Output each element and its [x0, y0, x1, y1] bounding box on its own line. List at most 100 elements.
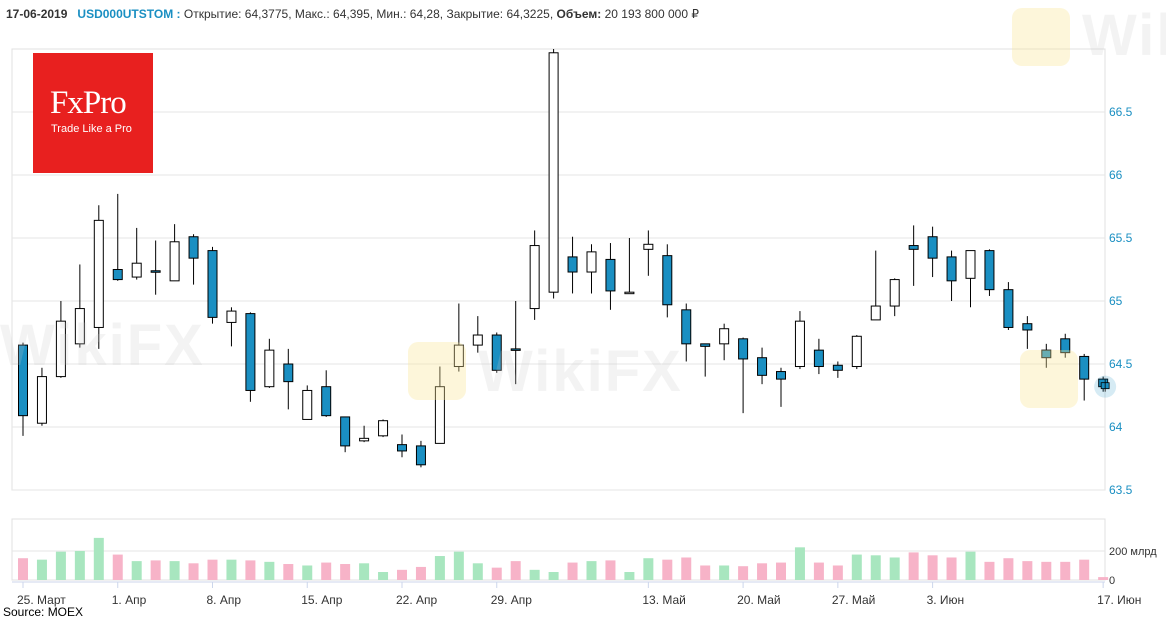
- candle: [491, 332, 502, 373]
- candle: [18, 342, 28, 436]
- candle: [643, 230, 654, 276]
- candle-body: [643, 243, 654, 250]
- candle-body: [1003, 289, 1014, 328]
- volume-bar: [245, 560, 256, 580]
- volume-bar: [643, 558, 654, 580]
- volume-bar: [1098, 577, 1109, 580]
- candle: [662, 244, 673, 318]
- candle: [1079, 353, 1090, 401]
- candle-body: [851, 335, 862, 368]
- volume-bar: [984, 561, 995, 580]
- candle: [851, 335, 862, 370]
- candle-body: [112, 269, 123, 281]
- watermark-text: WikiFX: [1082, 3, 1166, 68]
- price-tick-label: 64.5: [1109, 357, 1133, 371]
- candle: [340, 416, 351, 453]
- date-tick-label: 3. Июн: [927, 593, 965, 607]
- candle: [226, 307, 237, 347]
- candle-body: [567, 256, 578, 273]
- volume-bar: [757, 563, 768, 580]
- date-tick-label: 1. Апр: [112, 593, 147, 607]
- candle: [434, 366, 445, 444]
- date-tick-label: 22. Апр: [396, 593, 438, 607]
- volume-bar: [226, 559, 237, 580]
- candle-body: [813, 349, 824, 368]
- volume-bar: [1079, 559, 1090, 580]
- volume-bar: [1041, 561, 1052, 580]
- candle-body: [340, 416, 351, 447]
- candle: [738, 337, 749, 414]
- candle-body: [453, 344, 464, 368]
- candle-body: [794, 320, 805, 368]
- volume-bar: [378, 572, 389, 580]
- volume-bar: [93, 537, 104, 580]
- volume-bar: [397, 569, 407, 580]
- candle-body: [1022, 323, 1033, 331]
- candle: [74, 264, 85, 348]
- candle: [453, 303, 464, 372]
- candle-body: [378, 420, 389, 437]
- candle-body: [207, 250, 218, 318]
- candle: [605, 243, 616, 310]
- header-ticker[interactable]: USD000UTSTOM :: [77, 7, 181, 21]
- price-tick-label: 64: [1109, 420, 1123, 434]
- candle: [302, 385, 313, 420]
- date-tick-label: 29. Апр: [491, 593, 533, 607]
- date-axis: 25. Март 1. Апр 8. Апр 15. Апр 22. Апр 29. Ап…: [17, 582, 1141, 607]
- chart-header: 17-06-2019 USD000UTSTOM : Открытие: 64,3…: [6, 7, 699, 21]
- watermark-text: WikiFX: [0, 313, 205, 378]
- volume-bar: [36, 559, 47, 580]
- candle-body: [472, 334, 483, 346]
- volume-bar: [188, 563, 199, 580]
- candle-body: [965, 250, 976, 279]
- candle-body: [150, 270, 161, 273]
- candle-body: [529, 245, 540, 310]
- candle-body: [74, 308, 85, 345]
- volume-bar: [965, 551, 976, 580]
- price-tick-label: 66: [1109, 168, 1123, 182]
- candle-body: [1041, 349, 1052, 359]
- volume-bar: [529, 569, 540, 580]
- header-ohlc: Открытие: 64,3775, Макс.: 64,395, Мин.: …: [183, 7, 554, 21]
- volume-bar: [453, 551, 464, 580]
- candle: [813, 338, 824, 375]
- volume-bar: [624, 572, 635, 580]
- candle-body: [1079, 355, 1090, 380]
- price-tick-label: 65: [1109, 294, 1123, 308]
- candle: [510, 301, 521, 385]
- candle: [378, 419, 389, 438]
- volume-bar: [207, 559, 218, 580]
- volume-bar: [510, 561, 521, 580]
- volume-bar: [18, 558, 28, 580]
- volume-bar: [283, 564, 294, 580]
- watermark-badge: [1020, 350, 1078, 408]
- volume-axis: 0 200 млрд: [1109, 546, 1157, 587]
- candle: [472, 316, 483, 353]
- candle: [529, 230, 540, 320]
- logo-tagline: Trade Like a Pro: [51, 123, 132, 135]
- candle: [415, 440, 426, 468]
- candle-body: [302, 389, 313, 420]
- volume-bar: [870, 555, 881, 580]
- candle-body: [321, 386, 332, 417]
- volume-bar: [150, 560, 161, 580]
- candle: [55, 301, 66, 378]
- candle: [908, 225, 919, 286]
- candle: [1003, 282, 1014, 330]
- volume-bar: [813, 562, 824, 580]
- volume-bar: [74, 550, 85, 580]
- candle-body: [283, 363, 294, 383]
- candle: [700, 343, 711, 377]
- header-volume-label: Объем:: [556, 7, 602, 21]
- candle: [112, 193, 123, 281]
- volume-bar: [302, 565, 313, 580]
- last-price-marker[interactable]: [1094, 375, 1117, 398]
- volume-bar: [794, 547, 805, 580]
- candle: [927, 226, 938, 278]
- candle: [624, 238, 635, 295]
- date-tick-label: 8. Апр: [207, 593, 242, 607]
- candle-body: [908, 245, 919, 250]
- price-tick-label: 65.5: [1109, 231, 1133, 245]
- volume-bar: [491, 567, 502, 580]
- volume-bar: [340, 564, 351, 580]
